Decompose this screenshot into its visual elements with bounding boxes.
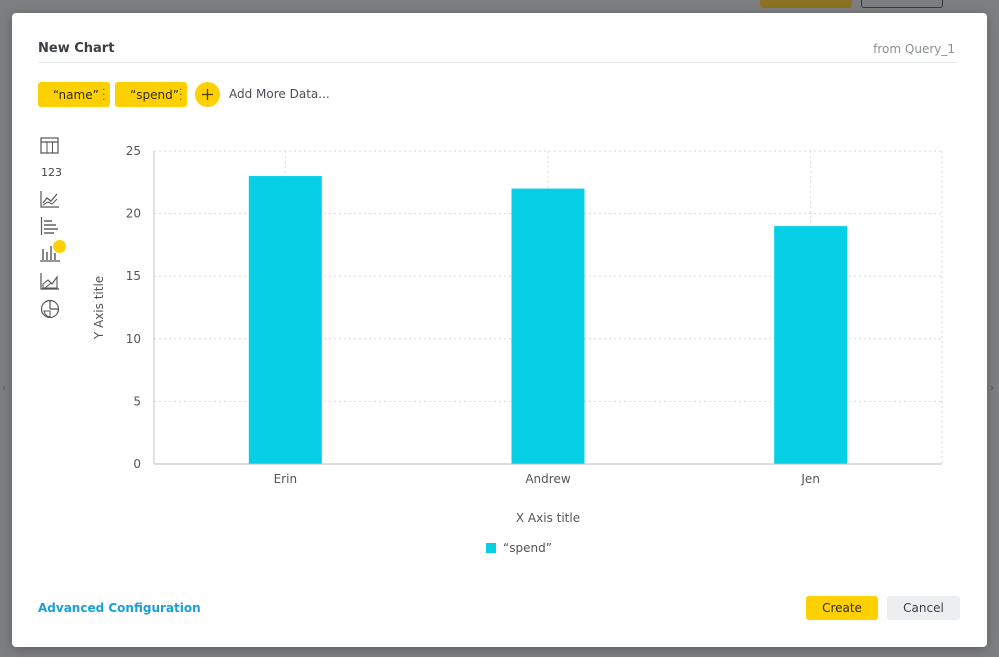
add-data-button[interactable]: [195, 82, 220, 107]
bar-jen: [774, 226, 848, 464]
field-chip-label: “name”: [53, 87, 99, 102]
area-chart-icon[interactable]: [40, 272, 60, 292]
new-chart-dialog: New Chart from Query_1 “name” · · · “spend…: [12, 13, 987, 647]
chevron-left-icon: ‹: [2, 383, 6, 394]
table-icon[interactable]: [40, 137, 60, 157]
legend-swatch: [486, 543, 496, 553]
y-tick-label: 20: [126, 207, 141, 221]
background-secondary-button: [861, 0, 943, 8]
kebab-menu-icon[interactable]: · · ·: [179, 83, 183, 106]
pie-chart-icon[interactable]: [40, 299, 60, 319]
y-tick-label: 0: [133, 457, 141, 471]
chevron-right-icon: ›: [990, 383, 994, 394]
title-divider: [38, 62, 957, 63]
y-axis-title: Y Axis title: [92, 276, 106, 340]
x-tick-label: Jen: [800, 472, 820, 486]
create-button[interactable]: Create: [806, 596, 878, 620]
field-chip-label: “spend”: [130, 87, 179, 102]
x-tick-label: Erin: [274, 472, 297, 486]
query-source-label: from Query_1: [873, 42, 955, 56]
kebab-menu-icon[interactable]: · · ·: [102, 83, 106, 106]
line-chart-icon[interactable]: [40, 190, 60, 210]
y-tick-label: 5: [133, 394, 141, 408]
y-tick-label: 25: [126, 144, 141, 158]
bar-chart: 0 5 10 15 20 25 Erin Andrew Jen X Axis title Y Axi…: [92, 144, 943, 555]
plus-icon: [202, 89, 213, 100]
advanced-configuration-link[interactable]: Advanced Configuration: [38, 601, 201, 615]
legend-label: “spend”: [503, 541, 552, 555]
bar-andrew: [511, 188, 585, 464]
selected-indicator: [53, 240, 66, 253]
x-tick-label: Andrew: [525, 472, 570, 486]
bar-erin: [248, 176, 322, 464]
y-tick-label: 10: [126, 332, 141, 346]
field-chip-name[interactable]: “name” · · ·: [38, 82, 110, 107]
dialog-title: New Chart: [38, 41, 115, 56]
number-icon[interactable]: 123: [41, 166, 62, 179]
background-primary-button: [760, 0, 852, 8]
y-tick-label: 15: [126, 269, 141, 283]
x-axis-title: X Axis title: [516, 511, 580, 525]
field-chip-spend[interactable]: “spend” · · ·: [115, 82, 187, 107]
cancel-button[interactable]: Cancel: [887, 596, 960, 620]
add-more-data-link[interactable]: Add More Data...: [229, 87, 330, 101]
horizontal-bar-chart-icon[interactable]: [40, 217, 60, 237]
vertical-bar-chart-icon[interactable]: [40, 244, 60, 264]
